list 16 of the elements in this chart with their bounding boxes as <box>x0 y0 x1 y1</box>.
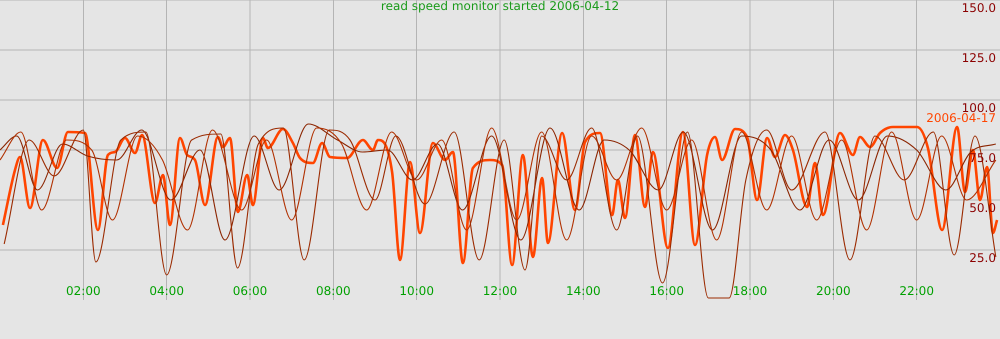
x-tick-label: 20:00 <box>816 284 851 298</box>
series-label: 2006-04-17 <box>926 111 996 126</box>
x-tick-label: 02:00 <box>66 284 101 298</box>
x-tick-label: 22:00 <box>899 284 934 298</box>
x-tick-label: 16:00 <box>649 284 684 298</box>
y-tick-label: 25.0 <box>969 251 996 266</box>
x-tick-label: 04:00 <box>149 284 184 298</box>
y-tick-label: 125.0 <box>962 51 996 66</box>
chart-title: read speed monitor started 2006-04-12 <box>380 0 620 14</box>
y-tick-label: 150.0 <box>962 1 996 16</box>
x-tick-label: 14:00 <box>566 284 601 298</box>
x-tick-label: 18:00 <box>732 284 768 298</box>
x-tick-label: 10:00 <box>399 284 434 298</box>
x-tick-label: 08:00 <box>316 284 351 298</box>
x-tick-label: 06:00 <box>232 284 268 298</box>
x-tick-label: 12:00 <box>482 284 518 298</box>
